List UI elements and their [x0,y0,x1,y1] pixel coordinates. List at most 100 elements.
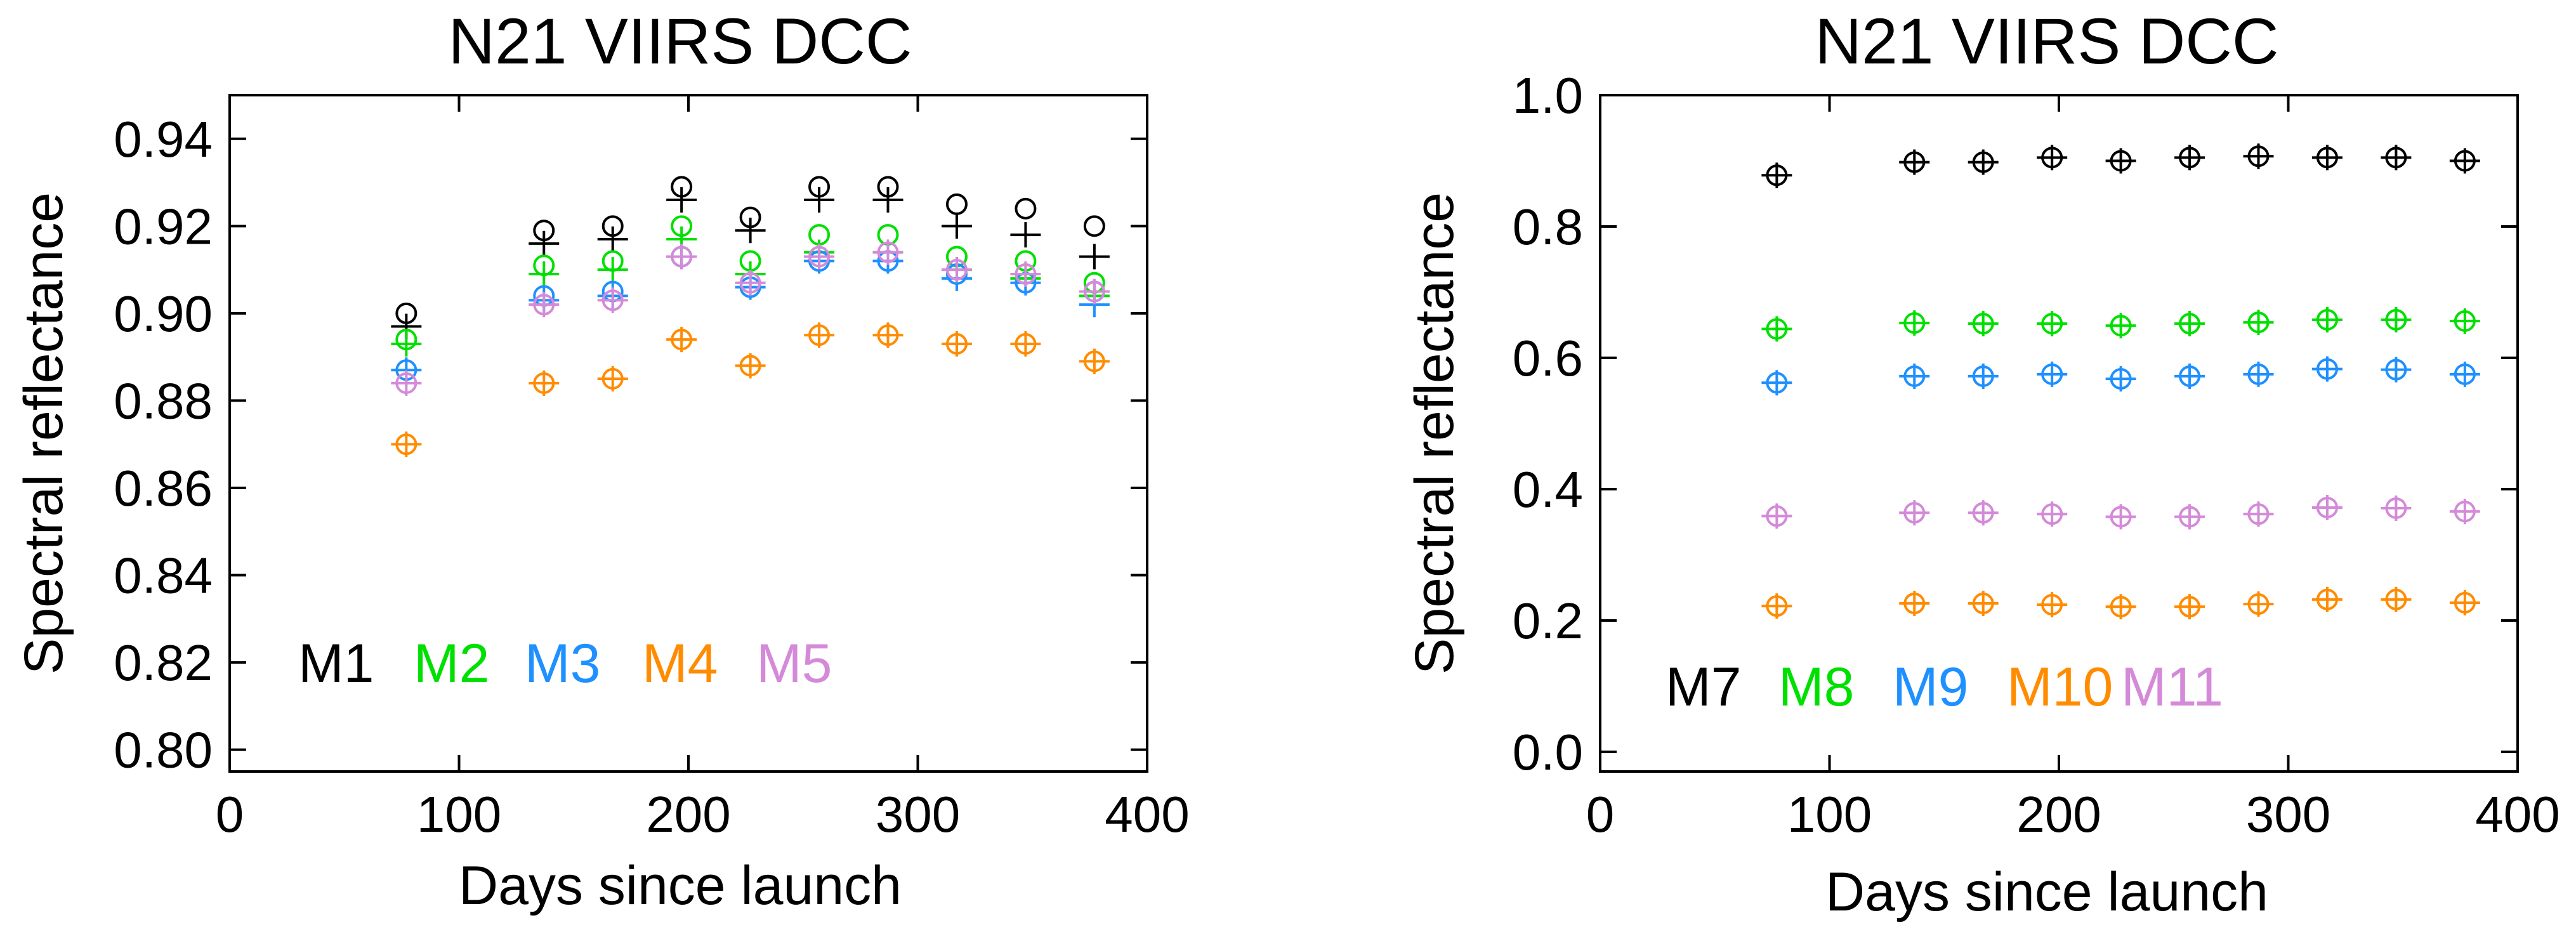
right-point-m8 [2311,306,2343,332]
left-point-m1 [1079,215,1110,270]
right-point-m9 [1899,363,1930,389]
right-legend: M7 M8 M9 M10 M11 [1666,657,2223,718]
right-point-m9 [2311,356,2343,382]
right-point-m10 [2243,591,2274,617]
left-point-m5 [804,244,835,270]
right-point-m10 [2174,594,2205,620]
right-x-axis-label: Days since launch [1825,862,2268,923]
left-point-marker-m1 [671,176,693,198]
right-x-tick-label: 400 [2475,786,2560,843]
right-point-marker-m11 [2385,497,2407,519]
right-point-m7 [2449,148,2480,174]
right-point-m9 [2243,361,2274,387]
right-point-marker-m11 [1903,502,1926,524]
left-point-marker-m5 [671,246,693,268]
right-point-m7 [1899,149,1930,175]
right-point-marker-m10 [2247,593,2270,615]
left-point-marker-m1 [533,220,555,242]
right-legend-m8: M8 [1778,657,1854,718]
left-legend-m2: M2 [414,633,489,694]
right-point-m11 [2449,499,2480,525]
left-point-marker-m5 [601,289,624,312]
left-point-marker-m5 [739,272,761,294]
left-point-marker-m1 [877,176,899,198]
right-point-m8 [2174,311,2205,337]
right-x-tick-label: 0 [1586,786,1615,843]
right-point-marker-m10 [2179,596,2201,618]
right-point-marker-m11 [2316,496,2338,518]
right-point-m9 [1968,363,1999,389]
right-point-marker-m10 [1903,593,1926,615]
right-point-m8 [2037,311,2068,337]
right-point-m10 [1761,593,1792,619]
right-point-m8 [2449,308,2480,334]
right-y-tick-label: 0.4 [1513,461,1583,518]
left-point-marker-m4 [739,355,761,377]
left-point-marker-m4 [945,333,968,355]
left-point-m4 [804,322,835,348]
left-point-m4 [941,331,972,357]
right-point-m11 [1968,500,1999,526]
right-point-marker-m7 [2454,150,2476,172]
right-point-marker-m8 [2041,313,2063,335]
left-point-marker-m4 [1083,350,1105,372]
left-y-tick-label: 0.92 [114,198,213,254]
right-y-tick-label: 0.0 [1513,724,1583,780]
left-point-marker-m5 [808,246,831,268]
left-point-marker-m2 [601,250,624,272]
right-point-m7 [2174,145,2205,171]
right-point-marker-m9 [1766,372,1788,394]
right-point-marker-m9 [2385,358,2407,381]
right-y-tick-label: 0.8 [1513,199,1583,255]
left-point-m5 [391,370,422,396]
right-point-m11 [1899,500,1930,526]
left-x-axis-label: Days since launch [459,855,902,916]
right-point-marker-m10 [2110,596,2132,618]
left-y-axis-label: Spectral reflectance [13,192,74,674]
left-point-marker-m2 [533,254,555,277]
right-point-m7 [2381,145,2412,171]
left-x-tick-label: 300 [876,786,960,843]
right-point-m10 [2381,586,2412,612]
right-point-m10 [2449,590,2480,616]
right-point-marker-m7 [2110,150,2132,172]
left-point-m2 [597,250,628,283]
right-point-m7 [1968,149,1999,175]
right-point-marker-m9 [2454,363,2476,385]
left-point-m1 [941,193,972,239]
right-point-m8 [1899,310,1930,336]
right-point-marker-m7 [2247,145,2270,167]
right-x-tick-label: 300 [2246,786,2330,843]
right-point-marker-m9 [1972,365,1994,387]
right-point-m9 [1761,370,1792,396]
right-legend-m7: M7 [1666,657,1741,718]
right-point-m7 [2105,148,2136,174]
right-point-m9 [2105,366,2136,392]
left-point-m4 [1010,331,1041,357]
right-point-marker-m11 [2179,506,2201,528]
right-legend-m11: M11 [2121,657,2223,718]
right-point-marker-m11 [2247,503,2270,525]
right-point-m8 [1761,316,1792,342]
left-y-tick-label: 0.82 [114,634,213,691]
left-axis-ticks: 0 100 200 300 400 0.80 0.82 0.84 0.86 0.88 0.90 0.9… [114,95,1190,843]
left-point-m4 [735,353,766,379]
right-point-m8 [1968,311,1999,337]
right-point-m10 [1899,591,1930,617]
right-x-tick-label: 200 [2016,786,2101,843]
left-point-m4 [872,322,904,348]
left-point-m5 [666,244,697,270]
left-point-m5 [597,287,628,313]
right-point-marker-m10 [1972,593,1994,615]
right-point-marker-m11 [2454,501,2476,523]
left-point-marker-m4 [533,372,555,394]
right-y-axis-label: Spectral reflectance [1404,192,1465,674]
left-point-m2 [391,329,422,357]
left-point-marker-m1 [1083,215,1105,237]
right-point-marker-m11 [1766,505,1788,527]
right-point-marker-m9 [2179,365,2201,387]
right-point-marker-m8 [2179,313,2201,335]
left-point-marker-m5 [1083,280,1105,303]
left-legend-m3: M3 [525,633,600,694]
left-legend-m1: M1 [298,633,374,694]
